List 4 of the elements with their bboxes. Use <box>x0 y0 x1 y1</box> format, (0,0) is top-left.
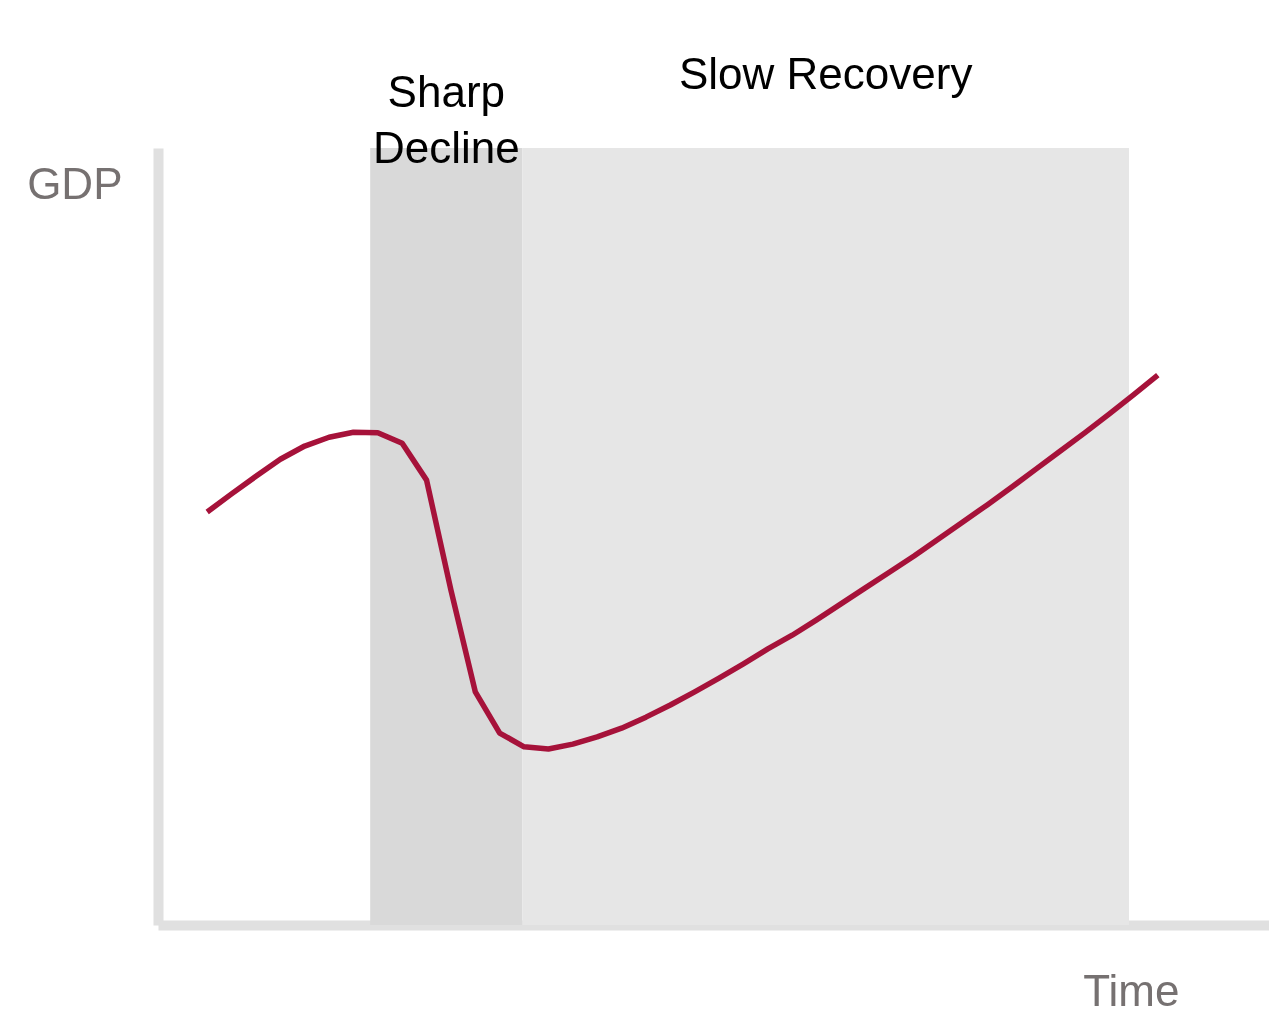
text: Sharp Decline <box>372 67 520 172</box>
y-axis-title: GDP <box>27 158 123 208</box>
x-axis-title: Time <box>1083 965 1180 1015</box>
text: Slow Recovery <box>678 49 973 98</box>
